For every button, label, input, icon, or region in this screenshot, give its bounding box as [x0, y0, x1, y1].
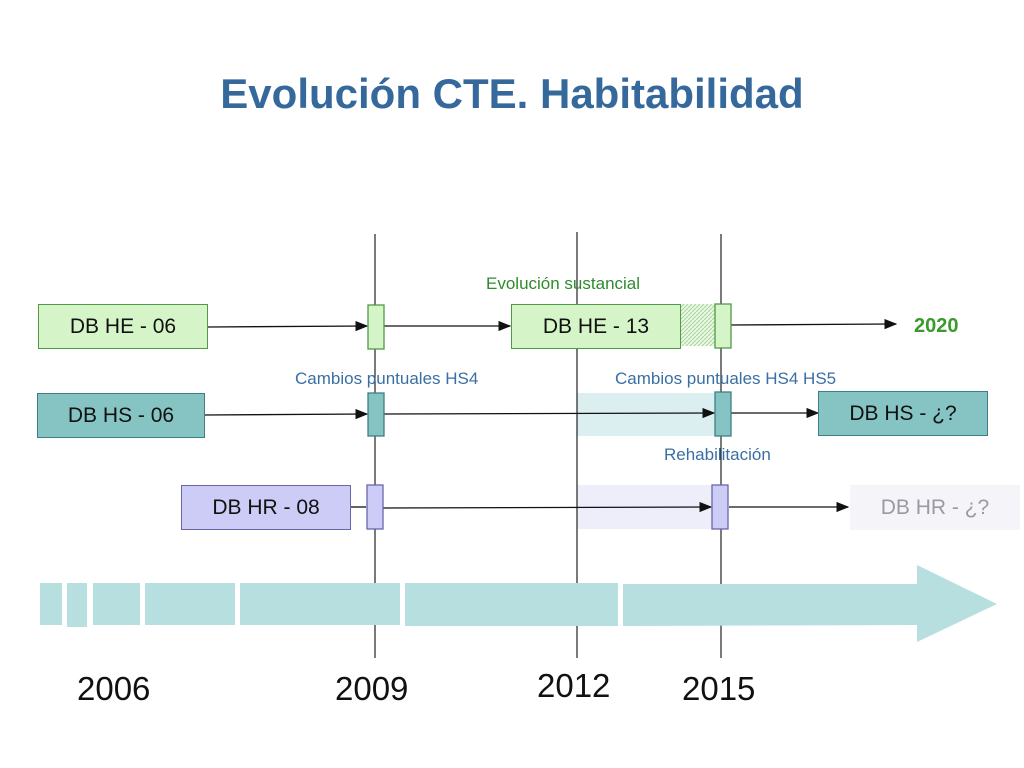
arrow-2009-to-2015-hr	[382, 501, 713, 513]
doc-box-he-06: DB HE - 06	[38, 304, 208, 349]
doc-box-hs-06: DB HS - 06	[37, 393, 205, 438]
target-year-label: 2020	[914, 315, 959, 337]
note-cambios-hs4-hs5: Cambios puntuales HS4 HS5	[615, 369, 837, 388]
arrow-hs-06-to-2009	[204, 408, 369, 420]
hs-transition-band	[577, 393, 720, 436]
milestone-he-2009	[367, 304, 385, 350]
arrow-he-06-to-2009	[207, 320, 369, 332]
page-title: Evolución CTE. Habitabilidad	[220, 70, 804, 117]
year-label-2012: 2012	[537, 667, 611, 704]
he-transition-band	[680, 304, 718, 346]
timeline-arrow	[40, 565, 997, 642]
milestone-hr-2015	[711, 484, 729, 530]
milestone-hs-2015	[714, 391, 732, 437]
note-evolucion-sustancial: Evolución sustancial	[486, 274, 641, 293]
note-rehabilitacion: Rehabilitación	[664, 445, 771, 464]
doc-box-hr-08: DB HR - 08	[181, 485, 351, 530]
milestone-he-2015	[714, 303, 732, 349]
doc-box-he-13: DB HE - 13	[511, 304, 681, 349]
milestone-hr-2009	[366, 484, 384, 530]
year-label-2015: 2015	[682, 670, 756, 707]
year-label-2006: 2006	[77, 670, 151, 707]
note-cambios-hs4: Cambios puntuales HS4	[295, 369, 479, 388]
milestone-hs-2009	[367, 392, 385, 437]
doc-box-hr-future: DB HR - ¿?	[850, 485, 1020, 530]
arrow-2009-to-2015-hs	[383, 407, 716, 419]
arrow-2015-to-2020	[730, 318, 898, 330]
doc-box-hs-future: DB HS - ¿?	[818, 391, 988, 436]
year-label-2009: 2009	[335, 670, 409, 707]
